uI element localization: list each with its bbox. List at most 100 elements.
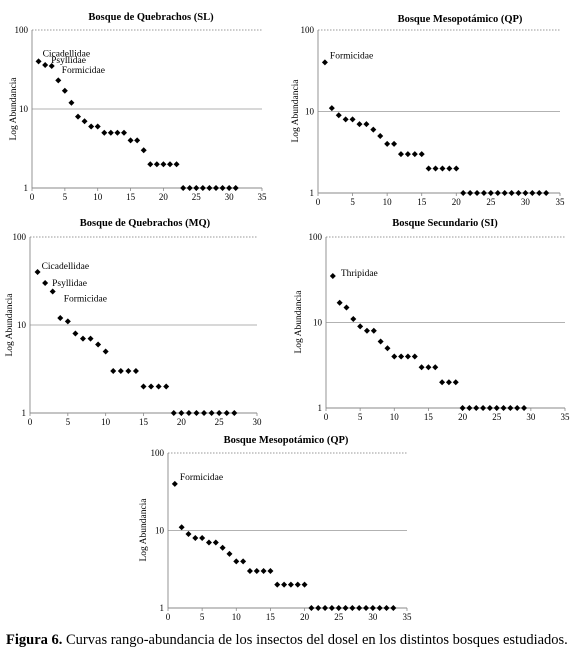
x-tick-label: 30 <box>253 417 263 427</box>
data-point <box>507 405 514 411</box>
data-point <box>363 605 370 611</box>
data-point <box>529 190 536 196</box>
data-point <box>178 410 185 416</box>
x-tick-label: 5 <box>66 417 71 427</box>
point-annotation: Formicidae <box>180 473 223 483</box>
data-point <box>64 318 71 325</box>
point-annotation: Cicadellidae <box>42 262 89 272</box>
x-tick-label: 0 <box>166 612 171 622</box>
data-point <box>208 410 215 416</box>
point-annotation: Psyllidae <box>52 279 87 289</box>
chart-panel-5: Bosque Mesopotámico (QP) Log Abundancia 1 1… <box>139 435 412 622</box>
data-point <box>445 379 452 386</box>
data-point <box>357 323 364 330</box>
x-tick-label: 5 <box>358 412 363 422</box>
data-point <box>508 190 515 196</box>
data-point <box>148 383 155 390</box>
data-point <box>79 335 86 342</box>
data-point <box>205 539 212 546</box>
data-point <box>199 185 206 191</box>
y-tick-label: 100 <box>309 232 323 242</box>
x-tick-label: 25 <box>334 612 344 622</box>
data-point <box>521 405 528 411</box>
x-tick-label: 35 <box>403 612 413 622</box>
data-point <box>343 304 350 311</box>
data-point <box>219 544 226 551</box>
data-point <box>167 161 173 168</box>
x-tick-label: 0 <box>316 197 321 207</box>
y-tick-label: 100 <box>151 448 165 458</box>
data-point <box>107 129 114 136</box>
data-point <box>117 368 124 375</box>
x-tick-label: 15 <box>139 417 149 427</box>
data-point <box>391 353 398 360</box>
data-point <box>68 99 75 106</box>
data-point <box>439 165 446 172</box>
data-point <box>88 123 95 130</box>
x-tick-label: 35 <box>561 412 571 422</box>
data-point <box>321 59 328 66</box>
data-point <box>432 165 439 172</box>
point-annotation: Psyllidae <box>51 56 86 66</box>
data-point <box>57 315 64 322</box>
data-point <box>246 568 253 575</box>
data-point <box>140 383 147 390</box>
data-point <box>480 190 487 196</box>
y-tick-label: 10 <box>19 104 29 114</box>
data-point <box>460 190 467 196</box>
data-point <box>94 123 101 130</box>
x-tick-label: 30 <box>368 612 378 622</box>
data-point <box>102 348 109 355</box>
data-point <box>342 605 349 611</box>
data-point <box>186 185 193 191</box>
chart-panel-4: Bosque Secundario (SI) Log Abundancia 1 10 1… <box>294 218 570 422</box>
x-tick-label: 10 <box>93 192 103 202</box>
chart-title: Bosque de Quebrachos (SL) <box>88 12 214 23</box>
data-point <box>201 410 208 416</box>
data-point <box>308 605 315 611</box>
data-point <box>514 405 521 411</box>
x-tick-label: 10 <box>383 197 393 207</box>
data-point <box>369 605 376 611</box>
data-point <box>522 190 529 196</box>
chart-title: Bosque Mesopotámico (QP) <box>224 435 349 446</box>
data-point <box>213 185 219 191</box>
data-point <box>418 151 425 158</box>
data-point <box>140 147 147 154</box>
data-point <box>439 379 446 386</box>
data-point <box>72 330 79 337</box>
data-point <box>376 605 383 611</box>
data-point <box>132 368 139 375</box>
data-point <box>390 605 397 611</box>
data-point <box>425 165 432 172</box>
data-point <box>114 129 121 136</box>
data-point <box>110 368 117 375</box>
data-point <box>473 405 480 411</box>
data-point <box>178 524 185 531</box>
data-point <box>185 531 192 538</box>
data-point <box>134 137 141 144</box>
figure-caption-label: Figura 6. <box>6 632 63 648</box>
data-point <box>486 405 493 411</box>
x-tick-label: 5 <box>63 192 68 202</box>
data-point <box>328 105 335 112</box>
data-point <box>370 126 377 133</box>
x-tick-label: 20 <box>452 197 462 207</box>
y-tick-label: 10 <box>155 526 165 536</box>
x-tick-label: 20 <box>177 417 187 427</box>
x-tick-label: 35 <box>258 192 268 202</box>
data-point <box>384 140 391 147</box>
data-point <box>356 605 363 611</box>
x-tick-label: 30 <box>526 412 536 422</box>
x-tick-label: 0 <box>324 412 329 422</box>
data-point <box>49 288 56 295</box>
data-point <box>180 185 187 191</box>
data-point <box>226 550 233 557</box>
data-point <box>274 581 281 588</box>
y-tick-label: 100 <box>15 25 29 35</box>
data-point <box>383 605 390 611</box>
data-point <box>231 410 238 416</box>
data-point <box>349 605 356 611</box>
x-tick-label: 25 <box>486 197 496 207</box>
data-point <box>500 405 507 411</box>
